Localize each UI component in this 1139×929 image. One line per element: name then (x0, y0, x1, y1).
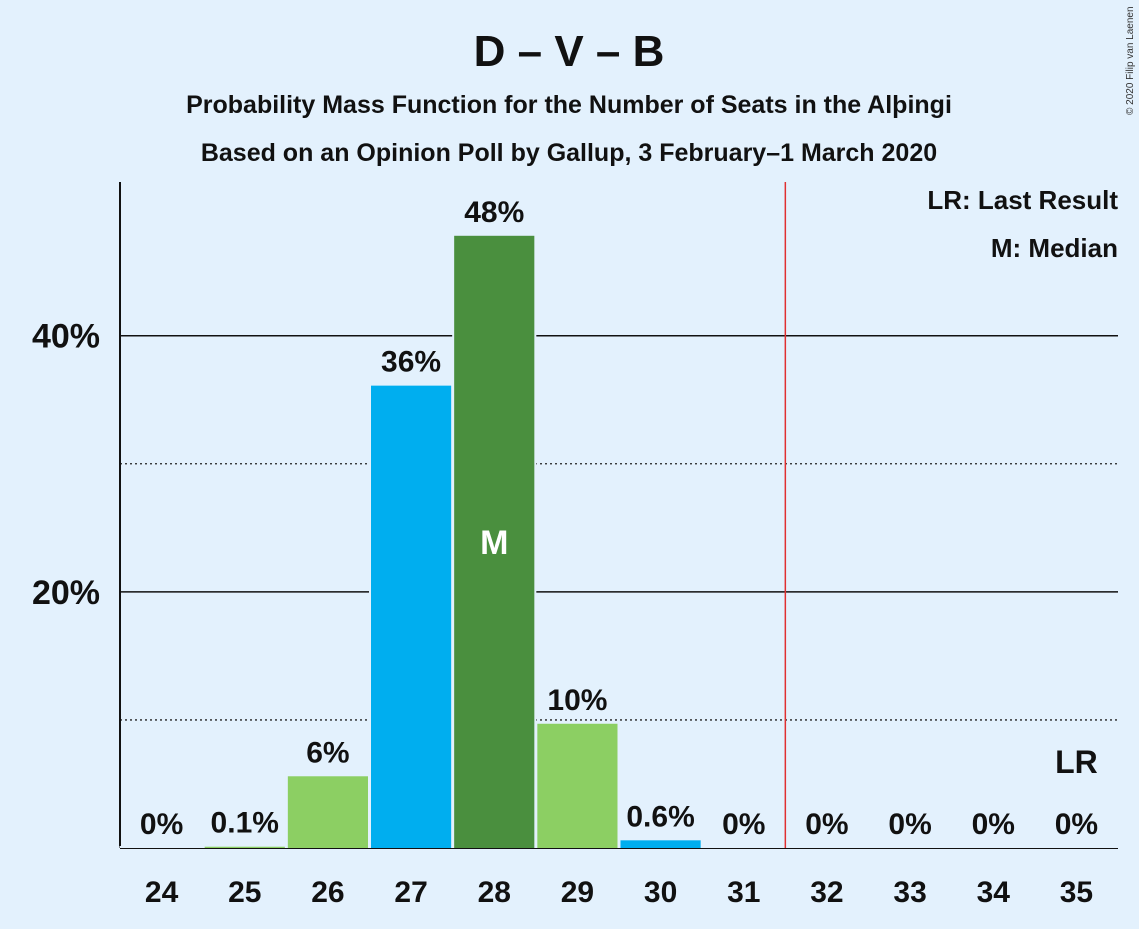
x-tick-label: 30 (644, 876, 677, 909)
x-tick-label: 28 (478, 876, 511, 909)
bar-value-label: 6% (306, 736, 349, 769)
x-tick-label: 27 (394, 876, 427, 909)
bar-outline (784, 846, 869, 848)
bar-value-label: 0.1% (211, 807, 279, 840)
bar-outline (701, 846, 786, 848)
legend-median: M: Median (991, 233, 1118, 263)
bar-value-label: 36% (381, 346, 441, 379)
bar-value-label: 10% (547, 684, 607, 717)
x-tick-label: 24 (145, 876, 179, 909)
x-tick-label: 29 (561, 876, 594, 909)
bar-outline (868, 846, 953, 848)
x-tick-label: 26 (311, 876, 344, 909)
chart-title: D – V – B (474, 27, 665, 76)
bar-seats-30 (620, 840, 701, 848)
bar-outline (202, 844, 287, 848)
legend-last-result: LR: Last Result (927, 185, 1118, 215)
bar-seats-25 (204, 846, 285, 848)
bars (119, 233, 1119, 849)
x-tick-label: 31 (727, 876, 760, 909)
y-tick-label: 20% (32, 574, 100, 612)
bar-value-label: 0% (722, 808, 765, 841)
y-tick-label: 40% (32, 318, 100, 356)
x-axis-ticks: 24 25 26 27 28 29 30 31 32 33 34 35 (145, 876, 1093, 909)
x-tick-label: 34 (977, 876, 1011, 909)
marker-overlays: M LR (480, 182, 1098, 848)
last-result-marker: LR (1055, 744, 1098, 780)
bar-value-label: 48% (464, 196, 524, 229)
x-tick-label: 33 (893, 876, 926, 909)
bar-value-label: 0% (1055, 808, 1098, 841)
x-tick-label: 32 (810, 876, 843, 909)
bar-seats-29 (537, 723, 618, 848)
x-tick-label: 35 (1060, 876, 1093, 909)
copyright-note: © 2020 Filip van Laenen (1125, 6, 1136, 115)
bar-value-label: 0% (972, 808, 1015, 841)
bar-labels: 0% 0.1% 6% 36% 48% 10% 0.6% 0% 0% 0% 0% 0% (140, 196, 1098, 841)
bar-value-label: 0% (888, 808, 931, 841)
bar-value-label: 0.6% (626, 800, 694, 833)
x-tick-label: 25 (228, 876, 261, 909)
bar-seats-27 (371, 385, 452, 848)
bar-outline (1034, 846, 1119, 848)
bar-seats-26 (287, 776, 368, 848)
bar-value-label: 0% (140, 808, 183, 841)
bar-outline (119, 846, 204, 848)
y-axis-ticks: 20% 40% (32, 318, 100, 612)
bar-value-label: 0% (805, 808, 848, 841)
chart-subtitle-line-2: Based on an Opinion Poll by Gallup, 3 Fe… (201, 139, 937, 167)
chart-subtitle-line-1: Probability Mass Function for the Number… (186, 91, 952, 119)
bar-seats-28 (454, 235, 535, 849)
bar-outline (951, 846, 1036, 848)
median-marker: M (480, 524, 508, 562)
